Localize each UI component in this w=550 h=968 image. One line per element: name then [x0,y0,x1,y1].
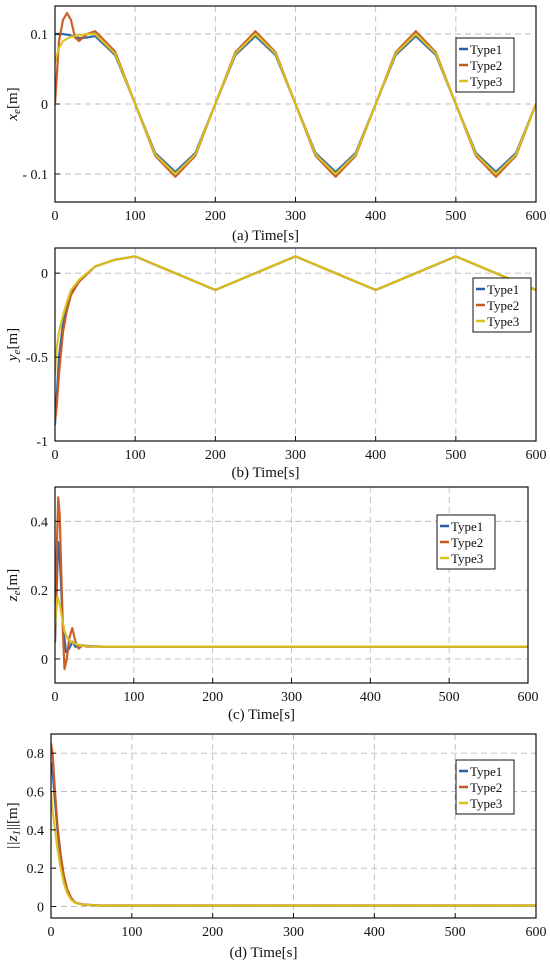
series-group [51,742,536,907]
x-tick-label: 200 [202,925,223,940]
y-tick-label: 0 [41,653,48,668]
y-axis-label-sub: e [11,109,23,114]
y-axis-label-sub: e [11,349,23,354]
series-group [55,496,528,671]
y-axis-label-main: y [5,354,21,363]
x-tick-label: 500 [445,925,466,940]
x-tick-label: 0 [52,209,59,224]
x-tick-label: 300 [285,209,306,224]
y-axis-label: ye[m] [5,328,23,363]
x-tick-label: 200 [202,690,223,705]
x-tick-label: 200 [205,209,226,224]
panel-b: 0 100 200 300 400 500 600 -1 -0.5 0 ye[m] (b) Time[… [5,247,547,481]
y-tick-label: 0.8 [27,747,45,762]
x-tick-label: 400 [365,209,386,224]
x-tick-label: 600 [526,448,547,463]
series-group [55,255,536,426]
x-tick-label: 300 [283,925,304,940]
x-tick-label: 300 [285,448,306,463]
x-tick-label: 500 [445,448,466,463]
legend-label: Type2 [487,298,519,313]
series-group [55,11,536,178]
y-axis-label: ||z1||[m] [5,802,23,849]
y-axis-label-unit: [m] [5,328,21,350]
y-axis-label: xe[m] [5,87,23,121]
y-axis-label: ze[m] [5,569,23,602]
legend-label: Type3 [487,314,519,329]
y-axis-label-main: ||z [5,835,21,849]
y-tick-label: 0 [41,98,48,113]
x-tick-label: 600 [526,925,547,940]
series-line-type3 [55,32,536,176]
y-tick-label: 0 [41,267,48,282]
y-tick-label: 0.4 [31,515,49,530]
panel-caption: (d) Time[s] [230,945,298,961]
series-line-type3 [55,255,536,375]
panel-a: 0 100 200 300 400 500 600 - 0.1 0 0.1 xe[m] (a) Tim… [5,5,547,244]
y-tick-label: 0.4 [27,824,45,839]
legend-label: Type1 [451,519,483,534]
y-tick-label: - 0.1 [22,168,48,183]
x-tick-label: 500 [439,690,460,705]
y-axis-label-unit: ||[m] [5,802,21,830]
x-tick-label: 600 [518,690,539,705]
series-line-type3 [55,595,528,648]
legend-label: Type2 [470,780,502,795]
x-tick-label: 300 [281,690,302,705]
y-axis-label-unit: [m] [5,87,21,109]
panel-d: 0 100 200 300 400 500 600 0 0.2 0.4 0.6 0.8 ||z1||[m… [5,733,547,961]
legend-label: Type1 [470,42,502,57]
x-tick-label: 400 [360,690,381,705]
y-axis-label-sub: 1 [11,830,23,836]
y-tick-label: -1 [36,435,48,450]
x-tick-label: 100 [121,925,142,940]
legend-label: Type3 [470,74,502,89]
x-tick-label: 200 [205,448,226,463]
panel-c: 0 100 200 300 400 500 600 0 0.2 0.4 ze[m] (c) Time[… [5,486,539,723]
panel-caption: (c) Time[s] [228,707,295,723]
x-tick-label: 400 [365,448,386,463]
x-tick-label: 100 [125,209,146,224]
x-tick-label: 500 [445,209,466,224]
y-axis-label-unit: [m] [5,569,21,591]
legend-label: Type1 [470,764,502,779]
panel-caption: (b) Time[s] [232,465,300,481]
y-tick-label: 0 [37,901,44,916]
y-tick-label: 0.1 [31,28,49,43]
legend-label: Type1 [487,282,519,297]
x-tick-label: 400 [364,925,385,940]
x-tick-label: 100 [125,448,146,463]
legend-label: Type3 [470,796,502,811]
panel-caption: (a) Time[s] [232,228,299,244]
legend-label: Type3 [451,551,483,566]
legend-label: Type2 [451,535,483,550]
x-tick-label: 0 [52,448,59,463]
y-tick-label: 0.2 [31,584,49,599]
series-line-type3 [51,790,536,907]
y-axis-label-sub: e [11,590,23,595]
y-tick-label: 0.6 [27,786,45,801]
y-tick-label: 0.2 [27,862,45,877]
x-tick-label: 0 [52,690,59,705]
x-tick-label: 600 [526,209,547,224]
legend-label: Type2 [470,58,502,73]
y-tick-label: -0.5 [26,351,48,366]
y-axis-label-main: x [5,114,21,122]
x-tick-label: 0 [48,925,55,940]
y-axis-label-main: z [5,595,21,602]
x-tick-label: 100 [123,690,144,705]
